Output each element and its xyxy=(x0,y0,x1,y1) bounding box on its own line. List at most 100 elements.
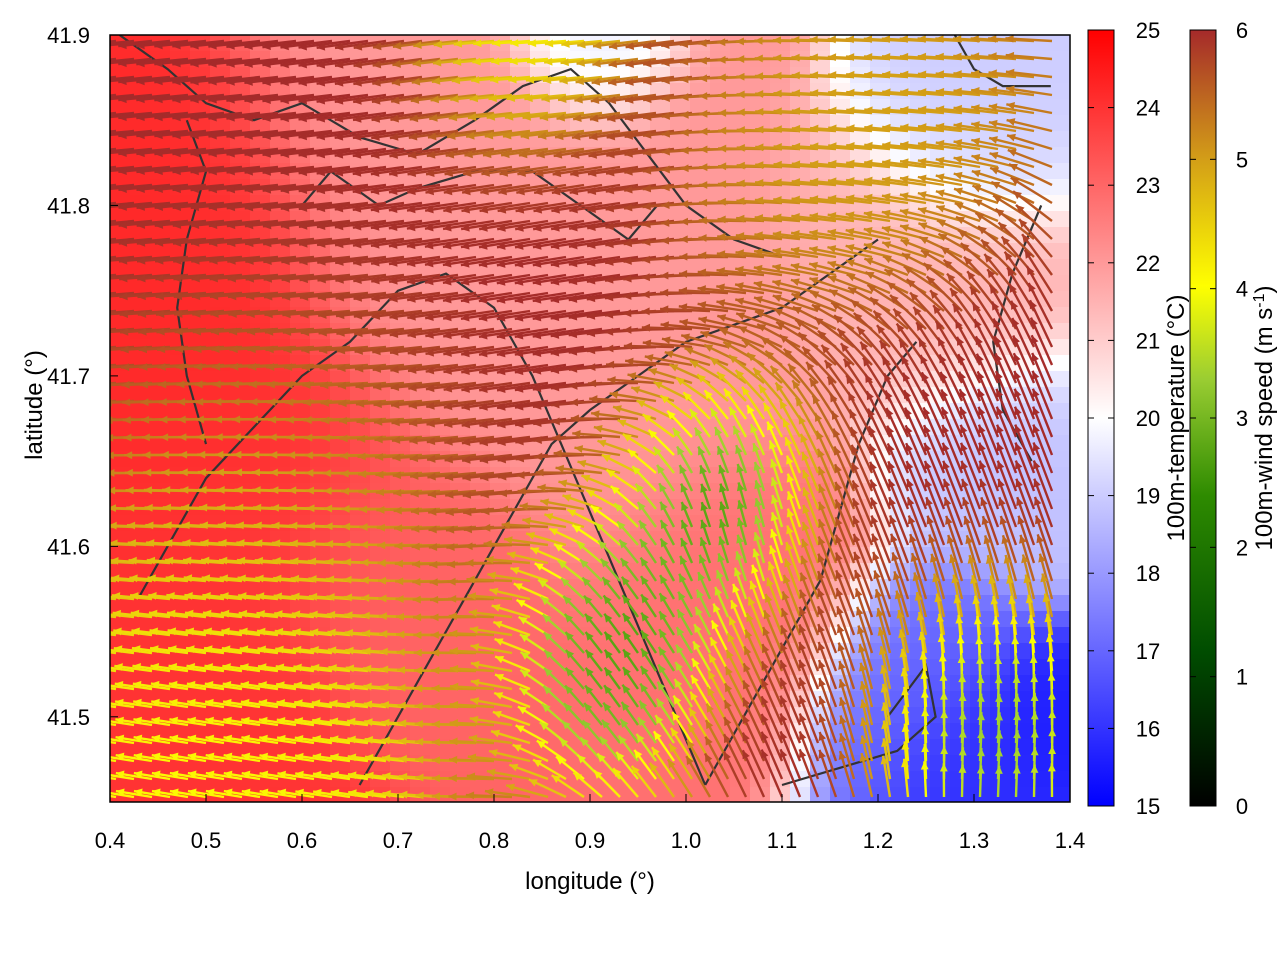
temperature-cell xyxy=(190,243,211,260)
temperature-cell xyxy=(450,99,471,116)
temperature-cell xyxy=(690,163,711,180)
temperature-cell xyxy=(750,83,771,100)
temperature-cell xyxy=(1050,147,1070,164)
temperature-cell xyxy=(1010,643,1031,660)
temperature-cell xyxy=(290,435,311,452)
wind-arrow xyxy=(110,57,117,61)
x-tick-label: 1.3 xyxy=(959,828,990,853)
temperature-cell xyxy=(430,707,451,724)
temperature-cell xyxy=(370,499,391,516)
temperature-cell xyxy=(1050,51,1070,68)
temperature-cell xyxy=(1050,499,1070,516)
temperature-cell xyxy=(370,387,391,404)
wind-arrow xyxy=(110,435,117,439)
temperature-cell xyxy=(690,227,711,244)
temperature-cell xyxy=(370,723,391,740)
temperature-cell xyxy=(510,115,531,132)
temperature-cell xyxy=(910,691,931,708)
temperature-cell xyxy=(1010,707,1031,724)
temperature-cell xyxy=(190,259,211,276)
temperature-cell xyxy=(390,403,411,420)
temperature-cell xyxy=(590,99,611,116)
x-tick-label: 1.2 xyxy=(863,828,894,853)
temperature-cell xyxy=(450,707,471,724)
temperature-cell xyxy=(190,403,211,420)
temperature-cell xyxy=(550,467,571,484)
temperature-cell xyxy=(1050,83,1070,100)
temperature-cell xyxy=(530,739,551,756)
temperature-cell xyxy=(510,499,531,516)
temperature-cell xyxy=(290,403,311,420)
temperature-cell xyxy=(570,755,591,772)
temperature-cell xyxy=(550,99,571,116)
temperature-cell xyxy=(310,259,331,276)
temperature-cell xyxy=(610,691,631,708)
temperature-cell xyxy=(210,387,231,404)
temperature-cell xyxy=(630,243,651,260)
temperature-cell xyxy=(430,99,451,116)
temperature-cell xyxy=(150,99,171,116)
temperature-cell xyxy=(310,403,331,420)
temperature-cell xyxy=(270,419,291,436)
temperature-cell xyxy=(550,387,571,404)
wind-arrow xyxy=(110,237,117,241)
temperature-cell xyxy=(290,243,311,260)
temperature-cell xyxy=(1050,99,1070,116)
temperature-cell xyxy=(170,99,191,116)
temperature-cell xyxy=(1050,35,1070,52)
temperature-cell xyxy=(710,115,731,132)
temperature-cell xyxy=(210,579,231,596)
temperature-cell xyxy=(310,563,331,580)
temperature-cell xyxy=(130,723,151,740)
temperature-colorbar-tick-label: 22 xyxy=(1136,251,1160,276)
temperature-cell xyxy=(410,547,431,564)
temperature-cell xyxy=(150,243,171,260)
temperature-cell xyxy=(610,755,631,772)
wind-colorbar-label-main: 100m-wind speed (m s xyxy=(1251,308,1278,551)
temperature-cell xyxy=(1010,691,1031,708)
temperature-cell xyxy=(330,563,351,580)
temperature-cell xyxy=(1050,419,1070,436)
temperature-cell xyxy=(130,115,151,132)
temperature-cell xyxy=(490,115,511,132)
temperature-cell xyxy=(910,739,931,756)
temperature-cell xyxy=(410,499,431,516)
temperature-cell xyxy=(570,707,591,724)
temperature-cell xyxy=(270,467,291,484)
temperature-cell xyxy=(510,691,531,708)
temperature-cell xyxy=(650,547,671,564)
temperature-cell xyxy=(490,755,511,772)
temperature-cell xyxy=(330,387,351,404)
temperature-cell xyxy=(530,627,551,644)
temperature-cell xyxy=(310,467,331,484)
temperature-cell xyxy=(690,643,711,660)
temperature-cell xyxy=(390,579,411,596)
wind-arrow xyxy=(110,75,117,79)
temperature-cell xyxy=(350,387,371,404)
wind-arrow xyxy=(110,327,117,331)
temperature-cell xyxy=(1050,371,1070,388)
wind-arrow xyxy=(110,417,117,421)
temperature-cell xyxy=(290,579,311,596)
temperature-cell xyxy=(250,243,271,260)
wind-colorbar-tick-label: 3 xyxy=(1236,406,1248,431)
temperature-cell xyxy=(350,563,371,580)
temperature-cell xyxy=(410,723,431,740)
x-tick-label: 0.5 xyxy=(191,828,222,853)
temperature-cell xyxy=(390,99,411,116)
temperature-cell xyxy=(250,467,271,484)
wind-colorbar-label-end: ) xyxy=(1251,286,1278,294)
temperature-cell xyxy=(310,723,331,740)
temperature-cell xyxy=(310,419,331,436)
temperature-colorbar-tick-label: 24 xyxy=(1136,96,1160,121)
temperature-cell xyxy=(930,707,951,724)
temperature-cell xyxy=(210,355,231,372)
temperature-cell xyxy=(110,243,131,260)
wind-colorbar-tick-label: 2 xyxy=(1236,535,1248,560)
temperature-cell xyxy=(1050,323,1070,340)
temperature-cell xyxy=(170,579,191,596)
temperature-cell xyxy=(1050,483,1070,500)
temperature-cell xyxy=(490,99,511,116)
temperature-cell xyxy=(350,499,371,516)
